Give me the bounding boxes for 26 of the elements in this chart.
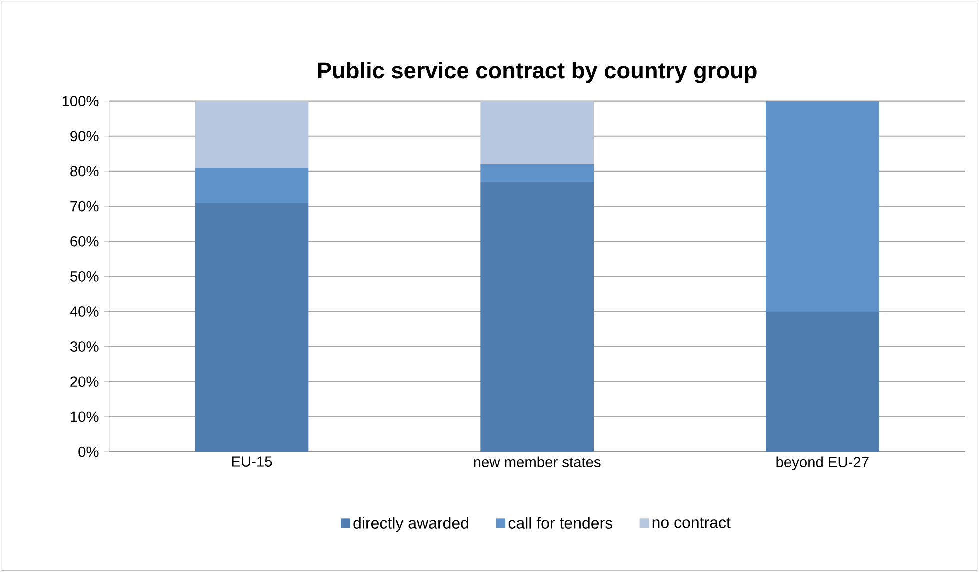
chart-title: Public service contract by country group: [318, 62, 757, 84]
y-tick-label: 60%: [70, 236, 99, 247]
y-tick-label: 30%: [70, 342, 99, 352]
bar: [766, 101, 880, 312]
y-tick-label: 20%: [70, 376, 99, 388]
bar: [480, 164, 594, 182]
y-tick-label: 90%: [70, 131, 99, 142]
bar: [195, 203, 309, 452]
bar: [195, 101, 309, 168]
legend-label: no contract: [652, 518, 731, 528]
y-tick-label: 40%: [70, 306, 99, 317]
y-tick-label: 70%: [70, 201, 99, 212]
y-tick-label: 10%: [71, 412, 99, 422]
bar: [480, 182, 594, 452]
legend-label: call for tenders: [508, 517, 613, 529]
legend-label: directly awarded: [354, 517, 468, 532]
y-tick-label: 100%: [62, 96, 99, 107]
bar: [766, 312, 880, 452]
y-tick-label: 50%: [70, 271, 99, 282]
bar: [480, 101, 594, 164]
y-tick-label: 80%: [70, 166, 99, 177]
x-tick-label: beyond EU-27: [776, 456, 869, 470]
x-tick-label: EU-15: [232, 456, 272, 467]
bar: [195, 168, 309, 204]
x-tick-label: new member states: [474, 456, 601, 468]
y-tick-label: 0%: [78, 446, 99, 458]
